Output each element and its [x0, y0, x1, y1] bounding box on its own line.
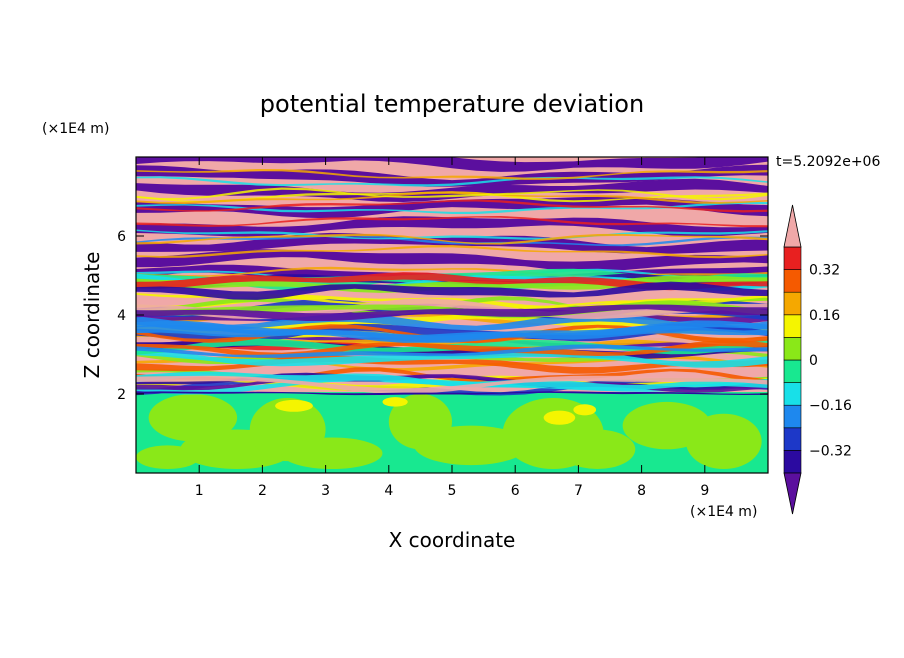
x-tick-label: 4 [384, 483, 393, 499]
colorbar-labels: 0.32 0.16 0 −0.16 −0.32 [809, 263, 852, 460]
contour-band-purple [136, 196, 768, 219]
x-tick-label: 6 [511, 483, 520, 499]
contour-band-accent [136, 229, 768, 240]
colorbar-label: 0 [809, 353, 818, 369]
contour-band-mixed [136, 344, 768, 358]
contour-band-purple [136, 249, 768, 272]
x-axis-ticks: 1 2 3 4 5 6 7 8 9 [195, 157, 709, 499]
contour-band-accent [136, 176, 768, 187]
colorbar-label: 0.32 [809, 263, 840, 279]
colorbar-band [783, 382, 802, 406]
colorbar-band [783, 359, 802, 383]
colorbar-band [783, 450, 802, 474]
colorbar-band [783, 269, 802, 293]
contour-band-mixed [136, 375, 768, 395]
contour-band-accent [136, 169, 768, 180]
contour-band-accent [136, 191, 768, 203]
contour-band-purple [136, 178, 768, 202]
upper-layer [136, 157, 768, 396]
x-tick-label: 3 [321, 483, 330, 499]
x-tick-label: 1 [195, 483, 204, 499]
colorbar-band [783, 246, 802, 270]
contour-blob [136, 445, 200, 470]
contour-band-accent [136, 233, 768, 245]
chart-title: potential temperature deviation [260, 90, 644, 118]
contour-band-accent [136, 199, 768, 213]
contour-blob [275, 399, 313, 412]
colorbar-band [783, 291, 802, 316]
contour-blob [281, 437, 383, 470]
contour-band-accent [136, 266, 768, 278]
colorbar-band [783, 404, 802, 429]
x-tick-label: 7 [574, 483, 583, 499]
contour-field [136, 157, 768, 473]
x-axis-label: X coordinate [389, 528, 516, 552]
colorbar-max-arrow [783, 204, 802, 248]
y-tick-label: 6 [117, 229, 126, 245]
colorbar-label: −0.32 [809, 443, 852, 459]
contour-band-mixed [136, 347, 768, 368]
contour-band-mixed [136, 293, 768, 309]
y-tick-label: 2 [117, 387, 126, 403]
colorbar-label: 0.16 [809, 308, 840, 324]
contour-blob [685, 413, 762, 470]
contour-boundary [136, 391, 768, 396]
contour-blob [543, 410, 576, 425]
contour-blob [414, 425, 528, 466]
contour-band-mixed [136, 324, 768, 343]
lower-layer [136, 394, 762, 470]
contour-band-accent [136, 235, 768, 247]
colorbar-label: −0.16 [809, 398, 852, 414]
contour-band-mixed [136, 272, 768, 291]
y-tick-label: 4 [117, 308, 126, 324]
contour-band-purple [136, 216, 768, 237]
y-axis-ticks: 2 4 6 [117, 229, 768, 403]
colorbar-band [783, 427, 802, 451]
y-axis-label: Z coordinate [80, 252, 104, 379]
contour-band-mixed [136, 304, 768, 321]
x-tick-label: 2 [258, 483, 267, 499]
x-unit-label: (×1E4 m) [690, 504, 757, 520]
contour-band-accent [136, 216, 768, 228]
contour-band-mixed [136, 281, 768, 300]
time-label: t=5.2092e+06 [776, 154, 880, 170]
contour-blob [148, 394, 238, 442]
contour-blob [559, 429, 636, 470]
x-tick-label: 8 [637, 483, 646, 499]
colorbar [783, 204, 802, 515]
contour-band-mixed [136, 371, 768, 391]
colorbar-min-arrow [783, 472, 802, 515]
colorbar-band [783, 314, 802, 338]
contour-band-mixed [136, 275, 768, 293]
contour-blob [382, 397, 408, 407]
y-unit-label: (×1E4 m) [42, 121, 109, 137]
colorbar-band [783, 337, 802, 361]
contour-band-accent [136, 191, 768, 204]
contour-band-accent [136, 245, 768, 259]
contour-band-mixed [136, 322, 768, 344]
contour-band-accent [136, 187, 768, 201]
x-tick-label: 9 [700, 483, 709, 499]
contour-band-accent [136, 201, 768, 214]
x-tick-label: 5 [448, 483, 457, 499]
contour-band-mixed [136, 324, 768, 344]
contour-blob [573, 404, 597, 416]
